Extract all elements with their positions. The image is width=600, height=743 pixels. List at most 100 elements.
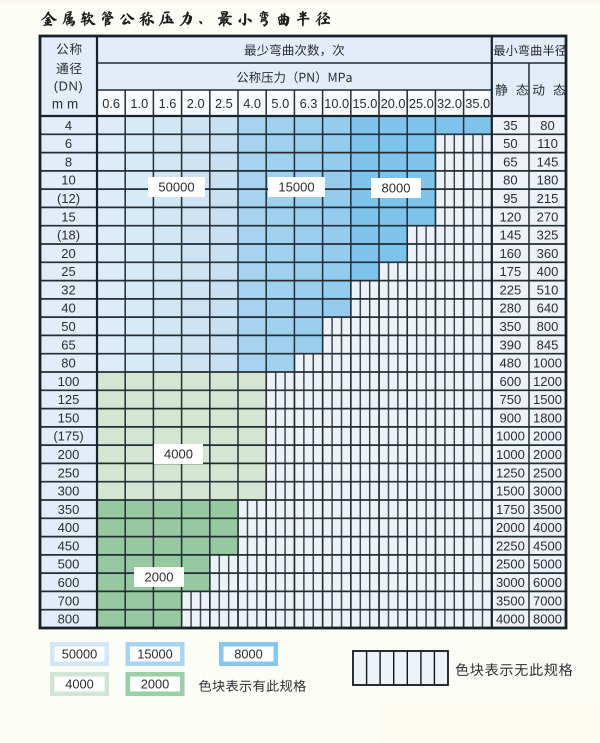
svg-text:215: 215 xyxy=(537,191,559,206)
svg-text:95: 95 xyxy=(503,191,517,206)
svg-text:4000: 4000 xyxy=(164,447,193,462)
svg-text:5.0: 5.0 xyxy=(271,96,289,111)
svg-text:6: 6 xyxy=(65,136,72,151)
svg-text:145: 145 xyxy=(500,228,522,243)
svg-text:900: 900 xyxy=(500,410,522,425)
svg-text:1250: 1250 xyxy=(496,465,525,480)
svg-text:8000: 8000 xyxy=(234,647,262,662)
svg-text:1500: 1500 xyxy=(496,484,525,499)
svg-text:1000: 1000 xyxy=(533,356,562,371)
svg-text:4000: 4000 xyxy=(65,677,93,692)
svg-text:2000: 2000 xyxy=(145,570,174,585)
svg-text:2500: 2500 xyxy=(496,557,525,572)
svg-text:32.0: 32.0 xyxy=(437,96,462,111)
svg-text:8: 8 xyxy=(65,154,72,169)
svg-text:2000: 2000 xyxy=(496,520,525,535)
svg-text:65: 65 xyxy=(503,154,517,169)
svg-text:750: 750 xyxy=(500,392,522,407)
svg-text:2500: 2500 xyxy=(533,465,562,480)
svg-text:1800: 1800 xyxy=(533,410,562,425)
svg-text:180: 180 xyxy=(537,173,559,188)
svg-text:6.3: 6.3 xyxy=(300,96,318,111)
svg-text:4500: 4500 xyxy=(533,538,562,553)
svg-text:25.0: 25.0 xyxy=(409,96,434,111)
svg-text:0.6: 0.6 xyxy=(102,96,120,111)
svg-text:2000: 2000 xyxy=(533,429,562,444)
svg-text:40: 40 xyxy=(61,301,75,316)
svg-text:80: 80 xyxy=(503,173,517,188)
svg-text:15000: 15000 xyxy=(137,647,173,662)
svg-text:160: 160 xyxy=(500,246,522,261)
svg-text:15000: 15000 xyxy=(278,180,314,195)
svg-text:(18): (18) xyxy=(57,228,80,243)
svg-text:3500: 3500 xyxy=(533,502,562,517)
svg-text:175: 175 xyxy=(500,264,522,279)
svg-text:2.5: 2.5 xyxy=(215,96,233,111)
svg-text:1.0: 1.0 xyxy=(130,96,148,111)
svg-text:2.0: 2.0 xyxy=(187,96,205,111)
svg-text:270: 270 xyxy=(537,209,559,224)
svg-text:10: 10 xyxy=(61,173,75,188)
svg-text:80: 80 xyxy=(61,356,75,371)
svg-text:8000: 8000 xyxy=(382,181,411,196)
svg-text:325: 325 xyxy=(537,228,559,243)
svg-text:1.6: 1.6 xyxy=(159,96,177,111)
svg-text:50: 50 xyxy=(503,136,517,151)
svg-text:110: 110 xyxy=(537,136,558,151)
svg-text:800: 800 xyxy=(58,612,80,627)
svg-text:(DN): (DN) xyxy=(54,79,84,94)
svg-text:6000: 6000 xyxy=(533,575,562,590)
svg-text:400: 400 xyxy=(537,264,559,279)
svg-text:50000: 50000 xyxy=(158,180,194,195)
svg-text:25: 25 xyxy=(61,264,75,279)
svg-text:3000: 3000 xyxy=(533,484,562,499)
svg-text:35: 35 xyxy=(503,118,517,133)
svg-text:1500: 1500 xyxy=(533,392,562,407)
svg-text:8000: 8000 xyxy=(533,612,562,627)
svg-text:800: 800 xyxy=(537,319,559,334)
svg-text:2000: 2000 xyxy=(533,447,562,462)
svg-text:50000: 50000 xyxy=(62,647,98,662)
svg-text:600: 600 xyxy=(500,374,522,389)
svg-text:125: 125 xyxy=(58,392,80,407)
svg-text:150: 150 xyxy=(58,410,80,425)
svg-text:4: 4 xyxy=(65,118,72,133)
svg-text:1750: 1750 xyxy=(496,502,525,517)
svg-text:390: 390 xyxy=(500,337,522,352)
svg-text:10.0: 10.0 xyxy=(324,96,349,111)
svg-text:225: 225 xyxy=(500,282,522,297)
svg-text:1000: 1000 xyxy=(496,429,525,444)
svg-text:50: 50 xyxy=(61,319,75,334)
svg-text:80: 80 xyxy=(540,118,554,133)
svg-text:(175): (175) xyxy=(53,429,83,444)
svg-text:400: 400 xyxy=(58,520,80,535)
svg-text:350: 350 xyxy=(58,502,80,517)
svg-text:4.0: 4.0 xyxy=(243,96,261,111)
svg-text:4000: 4000 xyxy=(533,520,562,535)
svg-text:2250: 2250 xyxy=(496,538,525,553)
svg-text:640: 640 xyxy=(537,301,559,316)
svg-text:350: 350 xyxy=(500,319,522,334)
svg-text:250: 250 xyxy=(58,465,80,480)
svg-text:15.0: 15.0 xyxy=(352,96,377,111)
svg-text:35.0: 35.0 xyxy=(465,96,490,111)
svg-text:100: 100 xyxy=(58,374,80,389)
svg-text:32: 32 xyxy=(61,282,75,297)
svg-text:510: 510 xyxy=(537,282,559,297)
svg-text:7000: 7000 xyxy=(533,593,562,608)
svg-text:3000: 3000 xyxy=(496,575,525,590)
svg-text:15: 15 xyxy=(61,209,75,224)
svg-text:845: 845 xyxy=(537,337,559,352)
svg-text:3500: 3500 xyxy=(496,593,525,608)
svg-text:20.0: 20.0 xyxy=(381,96,406,111)
svg-text:280: 280 xyxy=(500,301,522,316)
svg-text:300: 300 xyxy=(58,484,80,499)
svg-text:500: 500 xyxy=(58,557,80,572)
svg-text:120: 120 xyxy=(500,209,522,224)
svg-text:mm: mm xyxy=(52,97,82,112)
svg-text:1200: 1200 xyxy=(533,374,562,389)
svg-text:360: 360 xyxy=(537,246,559,261)
svg-text:200: 200 xyxy=(58,447,80,462)
svg-text:480: 480 xyxy=(500,356,522,371)
svg-text:4000: 4000 xyxy=(496,612,525,627)
